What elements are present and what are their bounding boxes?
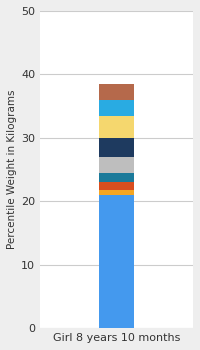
Bar: [99, 116, 134, 138]
Bar: [99, 84, 134, 100]
Bar: [99, 182, 134, 190]
Bar: [99, 138, 134, 157]
Bar: [99, 100, 134, 116]
Y-axis label: Percentile Weight in Kilograms: Percentile Weight in Kilograms: [7, 90, 17, 249]
Bar: [99, 195, 134, 328]
Bar: [99, 173, 134, 182]
Bar: [99, 190, 134, 195]
Bar: [99, 157, 134, 173]
